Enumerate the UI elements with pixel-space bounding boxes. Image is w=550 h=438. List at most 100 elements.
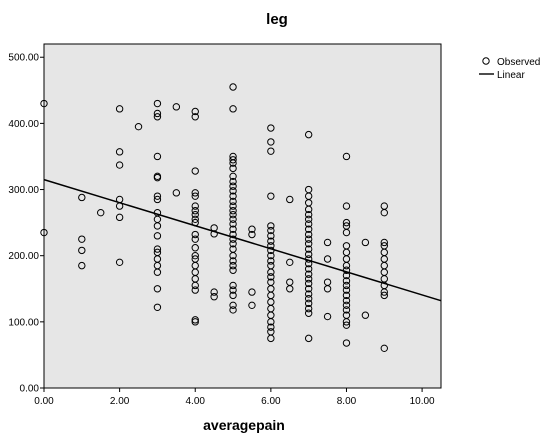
observed-point: [153, 195, 162, 204]
observed-point: [342, 291, 351, 300]
observed-point: [267, 124, 275, 132]
observed-point: [342, 261, 351, 270]
observed-point: [304, 210, 313, 219]
observed-point: [342, 218, 351, 227]
observed-point: [191, 202, 199, 210]
observed-point: [191, 192, 199, 200]
observed-point: [304, 225, 313, 233]
observed-point: [304, 275, 313, 283]
observed-point: [342, 152, 351, 161]
observed-point: [191, 244, 199, 252]
observed-point: [304, 215, 313, 224]
observed-point: [153, 303, 162, 311]
observed-point: [342, 202, 351, 210]
observed-point: [97, 208, 105, 217]
observed-point: [191, 215, 199, 224]
observed-point: [78, 246, 86, 255]
observed-point: [323, 285, 332, 293]
observed-point: [267, 323, 275, 331]
observed-point: [134, 122, 143, 131]
observed-point: [229, 235, 237, 243]
observed-point: [40, 228, 48, 237]
observed-point: [380, 344, 388, 353]
observed-point: [248, 301, 256, 310]
observed-point: [191, 235, 199, 243]
observed-point: [210, 230, 218, 238]
observed-point: [342, 306, 351, 314]
chart-title: leg: [266, 11, 288, 28]
observed-point: [78, 235, 86, 243]
observed-point: [229, 225, 237, 233]
observed-point: [229, 220, 237, 228]
observed-point: [191, 230, 199, 239]
legend-observed-label: Observed: [497, 57, 540, 68]
observed-point: [304, 205, 313, 214]
observed-point: [323, 238, 332, 247]
observed-point: [342, 301, 351, 310]
observed-point: [229, 177, 237, 186]
observed-point: [229, 291, 237, 300]
observed-point: [304, 220, 313, 228]
observed-point: [78, 193, 86, 202]
observed-point: [191, 318, 199, 326]
observed-point: [78, 261, 86, 270]
observed-point: [304, 304, 313, 313]
observed-point: [229, 261, 237, 270]
observed-point: [229, 266, 237, 274]
observed-point: [304, 230, 313, 239]
x-tick-label: 10.00: [410, 396, 435, 407]
observed-point: [191, 251, 199, 260]
observed-point: [380, 208, 388, 217]
y-tick-label: 0.00: [20, 384, 40, 395]
y-axis: 0.00 100.00 200.00 300.00 400.00 500.00: [8, 53, 44, 395]
observed-point: [229, 306, 237, 314]
linear-fit: [43, 178, 442, 302]
y-tick-label: 500.00: [8, 53, 39, 64]
observed-point: [40, 99, 48, 108]
legend-linear-label: Linear: [497, 70, 525, 81]
observed-point: [304, 270, 313, 278]
observed-point: [115, 161, 124, 169]
observed-point: [229, 240, 237, 248]
observed-point: [286, 258, 294, 267]
observed-point: [304, 279, 313, 288]
observed-point: [153, 245, 162, 253]
observed-point: [267, 192, 275, 200]
observed-point: [304, 299, 313, 308]
observed-point: [153, 192, 162, 200]
x-tick-label: 8.00: [337, 396, 357, 407]
observed-point: [304, 294, 313, 303]
observed-point: [210, 288, 218, 296]
observed-point: [229, 159, 237, 167]
observed-point: [153, 232, 162, 240]
observed-point: [229, 182, 237, 190]
observed-point: [304, 130, 313, 139]
observed-point: [342, 321, 351, 329]
observed-point: [286, 285, 294, 293]
observed-point: [172, 103, 181, 111]
observed-point: [304, 250, 313, 259]
y-tick-label: 200.00: [8, 251, 39, 262]
observed-point: [153, 152, 162, 161]
observed-point: [115, 105, 124, 113]
observed-point: [342, 296, 351, 305]
observed-point: [153, 173, 162, 182]
plot-area: [43, 43, 442, 389]
observed-point: [229, 210, 237, 219]
observed-point: [304, 245, 313, 253]
legend: Observed Linear: [479, 57, 540, 81]
observed-point: [229, 105, 237, 113]
observed-point: [153, 222, 162, 230]
observed-point: [191, 189, 199, 197]
observed-point: [342, 318, 351, 326]
observed-point: [267, 232, 275, 240]
observed-point: [267, 273, 275, 281]
observed-point: [267, 138, 275, 146]
observed-point: [304, 285, 313, 293]
observed-point: [342, 339, 351, 347]
observed-point: [248, 288, 256, 296]
observed-point: [229, 215, 237, 224]
observed-point: [191, 316, 199, 324]
observed-point: [229, 172, 237, 181]
observed-point: [267, 268, 275, 276]
